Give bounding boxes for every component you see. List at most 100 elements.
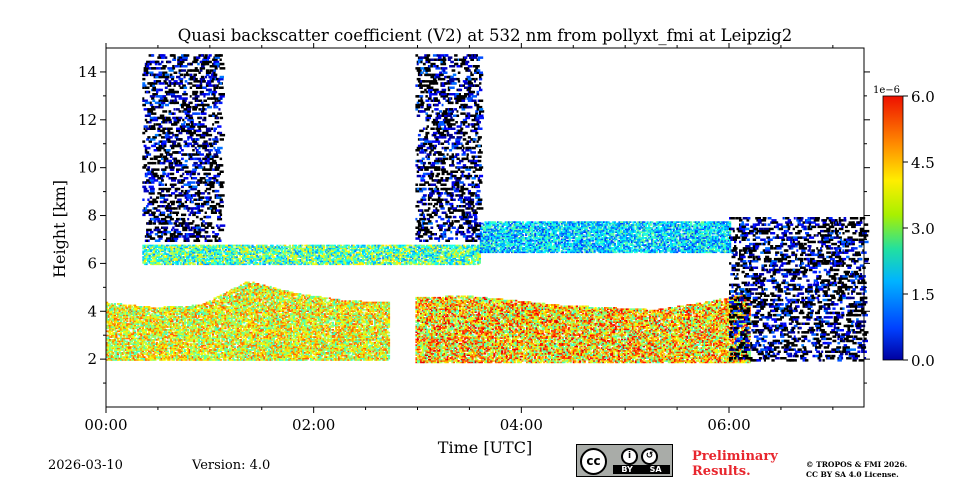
data-cell: [120, 327, 123, 330]
data-cell: [123, 327, 126, 330]
data-cell: [196, 347, 199, 350]
data-cell: [165, 313, 168, 315]
data-cell: [187, 330, 190, 333]
data-cell: [116, 352, 120, 354]
data-cell: [188, 349, 191, 351]
data-cell: [137, 316, 140, 318]
data-cell: [106, 320, 109, 323]
data-cell: [194, 314, 197, 317]
data-cell: [135, 317, 138, 320]
data-cell: [126, 341, 129, 344]
data-cell: [143, 353, 146, 356]
data-cell: [163, 306, 166, 308]
data-cell: [141, 327, 144, 330]
data-cell: [174, 333, 177, 335]
data-cell: [173, 331, 176, 334]
data-cell: [109, 326, 112, 328]
data-cell: [157, 346, 160, 348]
data-cell: [121, 357, 124, 360]
data-cell: [155, 314, 158, 317]
data-cell: [151, 344, 154, 347]
data-cell: [180, 306, 183, 308]
data-cell: [191, 316, 194, 318]
data-cell: [140, 350, 143, 353]
data-cell: [143, 330, 146, 333]
data-cell: [176, 337, 179, 340]
data-cell: [120, 349, 123, 351]
data-cell: [134, 324, 137, 327]
data-cell: [123, 316, 126, 318]
data-cell: [129, 318, 132, 321]
data-cell: [115, 308, 118, 311]
data-cell: [132, 308, 135, 311]
data-cell: [135, 340, 138, 343]
data-cell: [160, 359, 163, 361]
data-cell: [177, 354, 180, 357]
data-cell: [166, 334, 169, 337]
data-cell: [160, 350, 163, 353]
data-cell: [140, 310, 143, 312]
data-cell: [176, 336, 179, 338]
data-cell: [162, 316, 165, 318]
data-cell: [135, 333, 138, 335]
data-cell: [130, 327, 134, 330]
data-cell: [163, 341, 166, 344]
data-cell: [196, 336, 199, 338]
data-cell: [151, 347, 154, 350]
data-cell: [135, 306, 138, 308]
data-cell: [194, 336, 197, 338]
data-cell: [149, 352, 152, 354]
data-cell: [121, 330, 124, 333]
data-cell: [208, 333, 211, 335]
data-cell: [124, 349, 127, 351]
data-cell: [194, 349, 197, 351]
data-cell: [127, 344, 130, 347]
data-cell: [132, 356, 135, 358]
data-cell: [166, 353, 169, 356]
data-cell: [124, 334, 127, 337]
data-cell: [191, 313, 194, 315]
data-cell: [289, 340, 292, 343]
data-cell: [165, 357, 168, 360]
data-cell: [113, 359, 116, 361]
data-cell: [173, 352, 176, 354]
data-cell: [130, 352, 134, 354]
data-cell: [107, 354, 110, 357]
data-cell: [134, 321, 137, 324]
data-cell: [113, 340, 116, 343]
data-cell: [109, 347, 112, 350]
data-cell: [215, 297, 218, 300]
data-cell: [182, 336, 185, 338]
data-cell: [144, 314, 148, 317]
data-cell: [135, 316, 138, 318]
data-cell: [168, 329, 171, 331]
data-cell: [138, 333, 141, 335]
data-cell: [159, 321, 162, 324]
data-cell: [187, 308, 190, 311]
data-cell: [113, 356, 116, 358]
data-cell: [166, 357, 169, 360]
data-cell: [187, 326, 190, 328]
data-cell: [162, 329, 165, 331]
data-cell: [162, 310, 165, 312]
data-cell: [169, 326, 173, 328]
data-cell: [134, 353, 137, 356]
data-cell: [173, 347, 176, 350]
data-cell: [193, 339, 196, 341]
data-cell: [157, 333, 160, 335]
data-cell: [135, 327, 138, 330]
data-cell: [152, 320, 155, 323]
data-cell: [185, 334, 188, 337]
data-cell: [169, 307, 173, 310]
data-cell: [109, 344, 112, 347]
data-cell: [171, 354, 174, 357]
data-cell: [168, 359, 171, 361]
data-cell: [171, 349, 174, 351]
data-cell: [107, 313, 110, 315]
data-cell: [160, 330, 163, 333]
data-cell: [159, 318, 162, 321]
data-cell: [116, 356, 120, 358]
data-cell: [148, 311, 151, 314]
data-cell: [169, 354, 173, 357]
data-cell: [159, 349, 162, 351]
